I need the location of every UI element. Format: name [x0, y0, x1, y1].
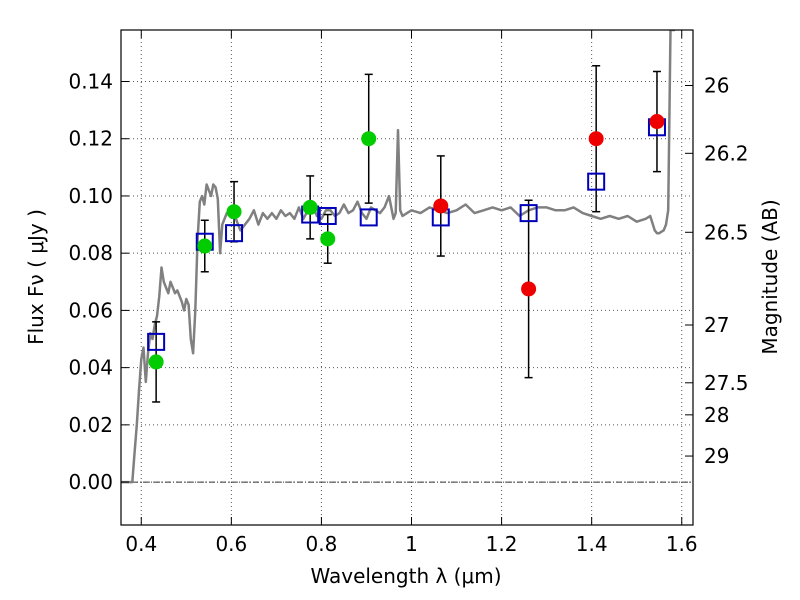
observed-flux-point: [361, 131, 377, 147]
observed-flux-point: [148, 354, 164, 370]
y2-tick-label: 26: [704, 74, 729, 98]
observed-flux-point: [433, 198, 449, 214]
model-photometry-square: [519, 204, 538, 223]
x-axis-label: Wavelength λ (μm): [310, 564, 501, 588]
observed-flux-point: [521, 281, 537, 297]
y2-tick-label: 28: [704, 403, 729, 427]
y-tick-label: 0.08: [68, 241, 113, 265]
y-tick-label: 0.10: [68, 184, 113, 208]
observed-flux-point: [197, 238, 213, 254]
model-photometry-square: [318, 206, 337, 225]
x-tick-label: 1: [405, 532, 418, 556]
y-tick-label: 0.06: [68, 298, 113, 322]
x-tick-label: 1.6: [666, 532, 698, 556]
grid: [121, 30, 693, 525]
y2-tick-label: 27.5: [704, 371, 749, 395]
y2-tick-label: 26.5: [704, 220, 749, 244]
observed-flux-point: [302, 199, 318, 215]
observed-flux-point: [588, 131, 604, 147]
y-tick-label: 0.12: [68, 127, 113, 151]
y-tick-label: 0.02: [68, 413, 113, 437]
y-axis-label: Flux Fν ( μJy ): [24, 209, 48, 345]
y-tick-label: 0.00: [68, 470, 113, 494]
observed-flux-point: [226, 204, 242, 220]
x-tick-label: 1.4: [576, 532, 608, 556]
y-tick-label: 0.14: [68, 70, 113, 94]
y2-tick-label: 27: [704, 313, 729, 337]
x-tick-label: 0.6: [215, 532, 247, 556]
model-photometry-square: [225, 224, 244, 243]
y2-tick-label: 29: [704, 444, 729, 468]
x-tick-label: 0.4: [125, 532, 157, 556]
plot-area: [121, 30, 675, 484]
model-photometry-square: [359, 208, 378, 227]
y2-tick-label: 26.2: [704, 141, 749, 165]
x-tick-label: 1.2: [486, 532, 518, 556]
x-tick-label: 0.8: [306, 532, 338, 556]
y-tick-label: 0.04: [68, 356, 113, 380]
y2-axis-label: Magnitude (AB): [758, 199, 782, 354]
model-photometry-square: [587, 172, 606, 191]
plot-frame: [120, 29, 694, 526]
axes: 0.4 0.6 0.8 1 1.2 1.4 1.6 0.00 0.02 0.04 0.06 0.08 0…: [68, 29, 749, 556]
observed-flux-point: [649, 114, 665, 130]
observed-flux-point: [320, 231, 336, 247]
model-photometry-square: [147, 332, 166, 351]
